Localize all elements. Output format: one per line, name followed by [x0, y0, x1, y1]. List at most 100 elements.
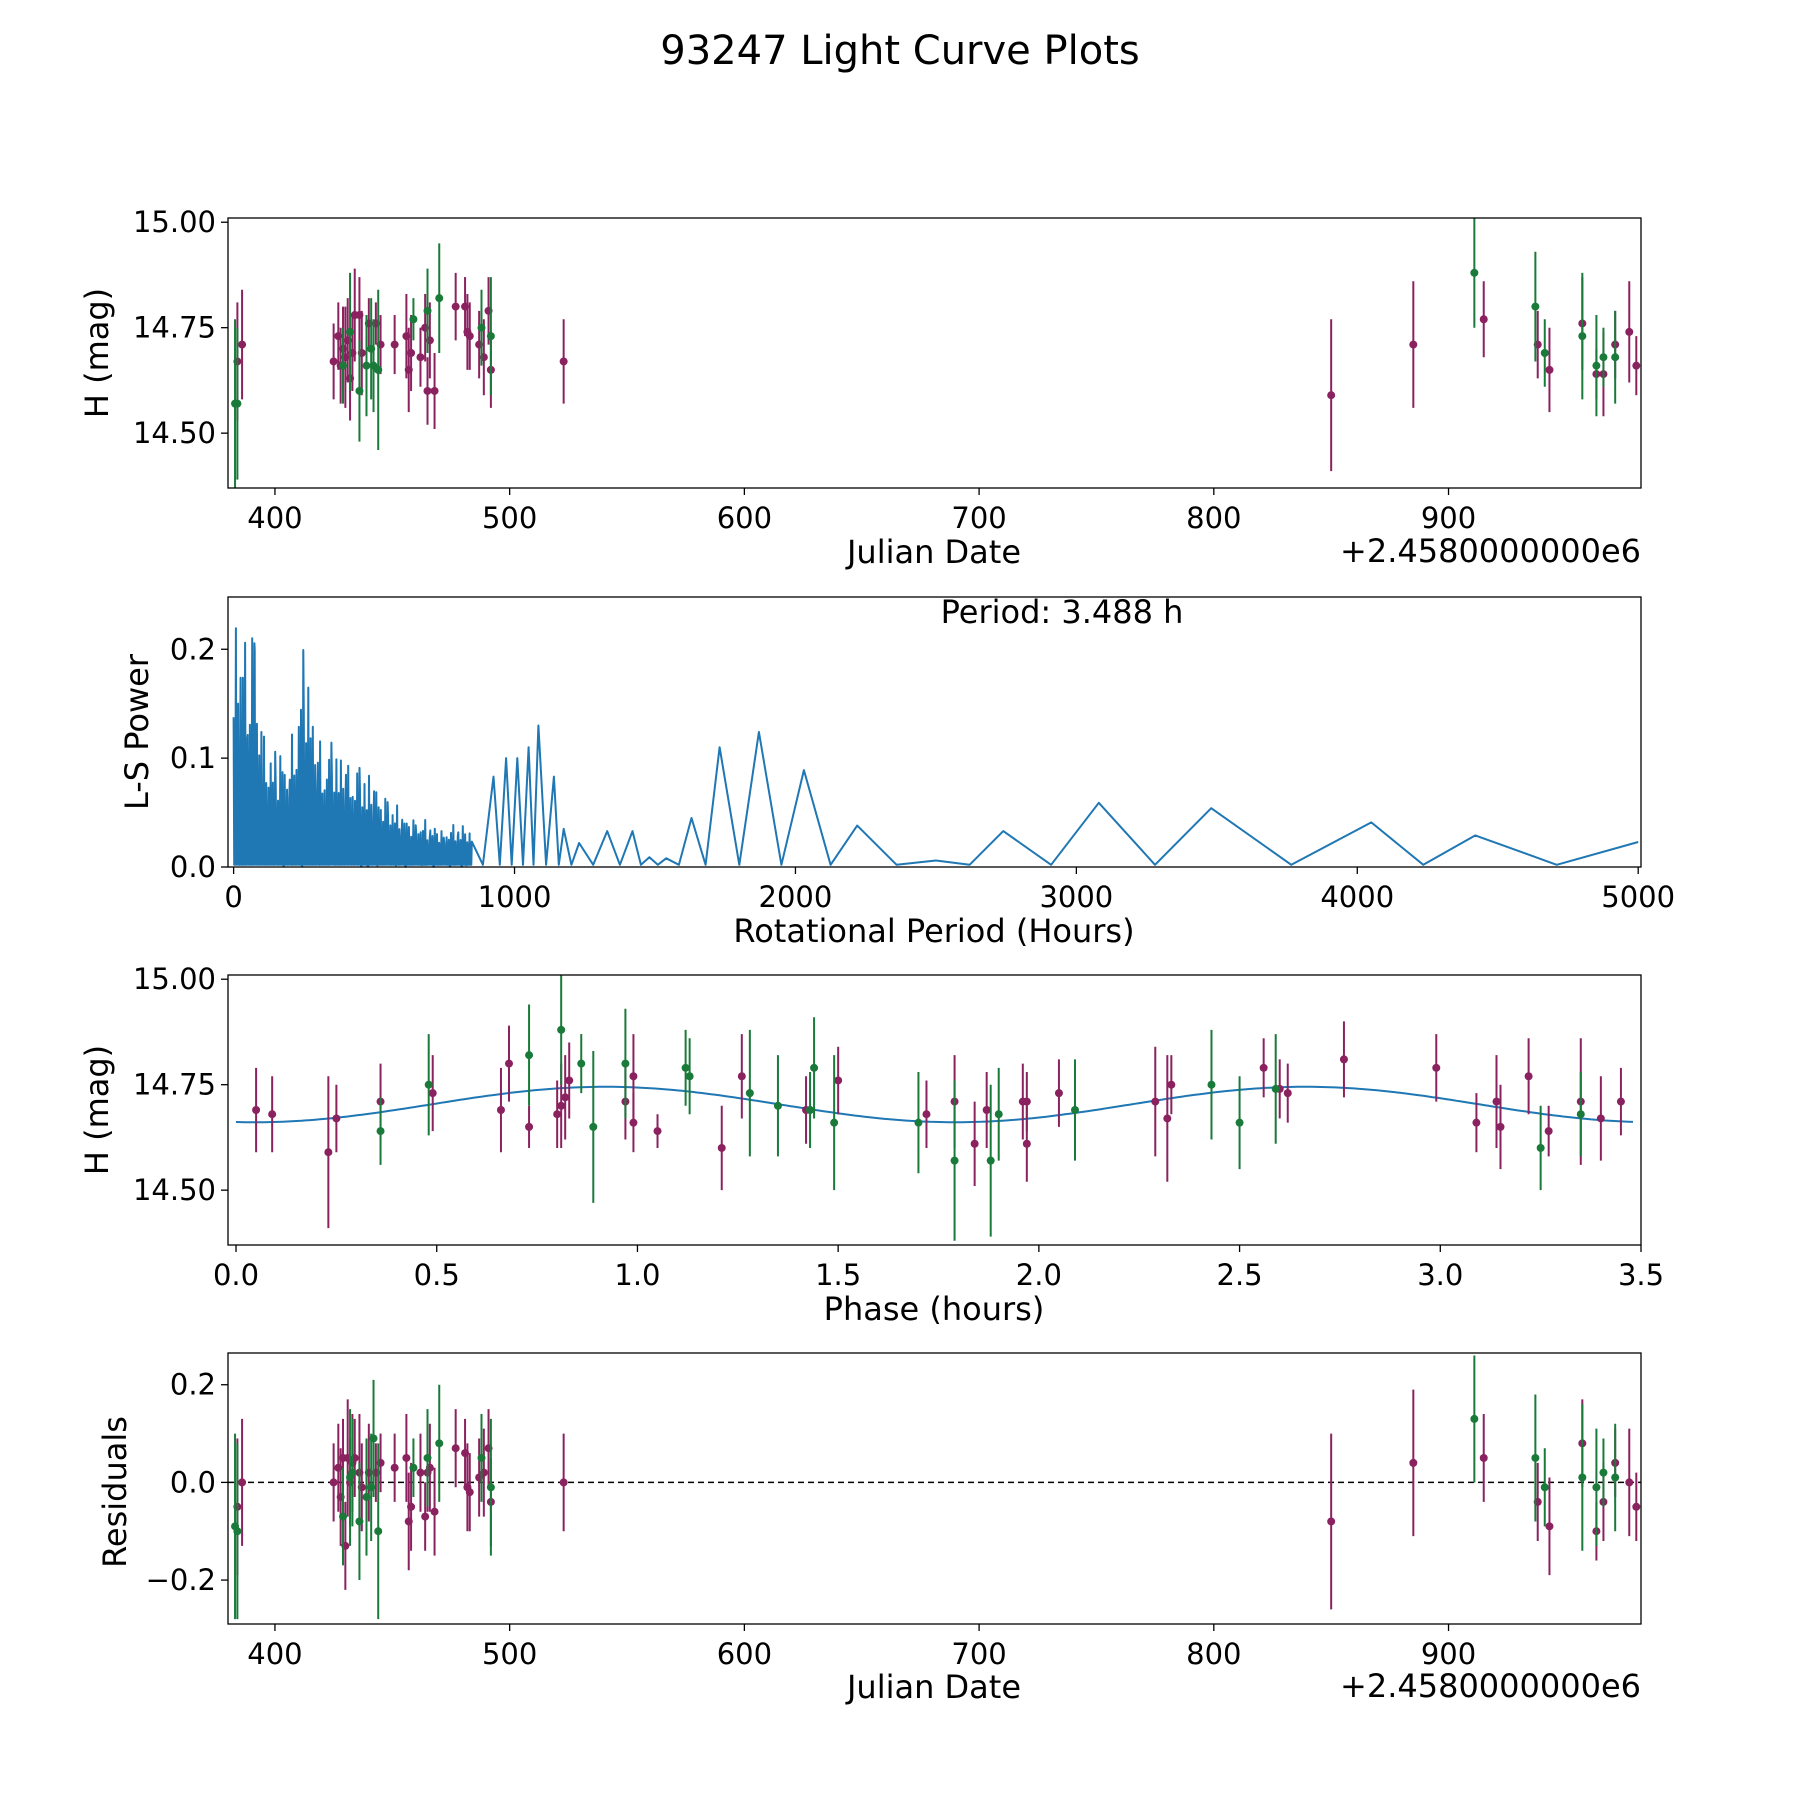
- data-point: [451, 302, 460, 311]
- data-point: [1409, 1458, 1418, 1467]
- panel-lightcurve: 400 500 600 700 800 900 14.50 14.75 15.00 Julian…: [78, 205, 1642, 571]
- data-point: [428, 1089, 437, 1098]
- data-point: [1616, 1097, 1625, 1106]
- phased-marks: [235, 975, 1634, 1241]
- y-tick-label: 0.2: [170, 632, 216, 666]
- phased-frame: [227, 974, 1642, 1246]
- data-point: [1545, 365, 1554, 374]
- x-tick-label: 1.5: [815, 1258, 861, 1292]
- x-tick-label: 700: [951, 501, 1006, 535]
- data-point: [421, 1512, 430, 1521]
- lightcurve-xlabel: Julian Date: [845, 533, 1021, 571]
- data-point: [1470, 268, 1479, 277]
- data-point: [407, 349, 416, 357]
- periodogram-axes: 0 1000 2000 3000 4000 5000 0.0 0.1 0.2: [170, 632, 1675, 914]
- data-point: [1163, 1114, 1172, 1123]
- y-tick-label: 0.2: [170, 1368, 216, 1402]
- data-point: [1611, 1473, 1620, 1482]
- x-tick-label: 2.0: [1016, 1258, 1062, 1292]
- x-tick-label: 2000: [759, 880, 833, 914]
- data-point: [1578, 332, 1587, 341]
- periodogram-xlabel: Rotational Period (Hours): [733, 912, 1134, 950]
- data-point: [1599, 1468, 1608, 1477]
- x-tick-label: 4000: [1320, 880, 1394, 914]
- data-point: [621, 1059, 630, 1068]
- data-point: [810, 1063, 819, 1072]
- data-point: [486, 1483, 495, 1492]
- data-point: [407, 1502, 416, 1511]
- data-point: [465, 1488, 474, 1497]
- data-point: [559, 357, 568, 366]
- data-point: [1479, 1453, 1488, 1462]
- residuals-xlabel: Julian Date: [845, 1668, 1021, 1706]
- data-point: [1409, 340, 1418, 349]
- data-point: [355, 386, 364, 395]
- data-point: [559, 1478, 568, 1487]
- data-point: [416, 1468, 425, 1477]
- x-tick-label: 400: [247, 501, 302, 535]
- data-point: [362, 361, 371, 370]
- residuals-offset-label: +2.4580000000e6: [1340, 1667, 1641, 1705]
- fit-curve: [235, 1085, 1634, 1124]
- residuals-marks: [228, 1355, 1641, 1620]
- data-point: [1283, 1089, 1292, 1098]
- data-point: [423, 306, 432, 315]
- data-point: [369, 1434, 378, 1443]
- residuals-ylabel: Residuals: [96, 1416, 134, 1568]
- y-tick-label: 0.0: [170, 1465, 216, 1499]
- residuals-frame: [227, 1352, 1642, 1625]
- data-point: [685, 1072, 694, 1081]
- data-point: [565, 1076, 574, 1085]
- data-point: [1625, 1478, 1634, 1487]
- lightcurve-offset-label: +2.4580000000e6: [1340, 532, 1641, 570]
- data-point: [465, 332, 474, 341]
- data-point: [348, 1468, 357, 1477]
- data-point: [504, 1059, 513, 1068]
- x-tick-label: 700: [951, 1637, 1006, 1671]
- x-tick-label: 0: [224, 880, 242, 914]
- y-tick-label: 14.75: [133, 1068, 216, 1102]
- x-tick-label: 3.0: [1417, 1258, 1463, 1292]
- x-tick-label: 0.0: [213, 1258, 259, 1292]
- residuals-axes: 400 500 600 700 800 900 −0.2 0.0 0.2: [146, 1368, 1477, 1671]
- data-point: [1531, 1453, 1540, 1462]
- x-tick-label: 0.5: [414, 1258, 460, 1292]
- data-point: [1596, 1114, 1605, 1123]
- panel-periodogram: 0 1000 2000 3000 4000 5000 0.0 0.1 0.2 Period: 3…: [118, 593, 1675, 950]
- data-point: [324, 1148, 333, 1157]
- data-point: [1524, 1072, 1533, 1081]
- data-point: [1496, 1122, 1505, 1131]
- data-point: [1479, 315, 1488, 324]
- periodogram-frame: [227, 596, 1642, 868]
- data-point: [1470, 1414, 1479, 1423]
- data-point: [423, 1453, 432, 1462]
- x-tick-label: 800: [1186, 1637, 1241, 1671]
- data-point: [681, 1063, 690, 1072]
- data-point: [834, 1076, 843, 1085]
- data-point: [339, 361, 348, 370]
- data-point: [1259, 1063, 1268, 1072]
- data-point: [1339, 1055, 1348, 1064]
- periodogram-marks: [232, 627, 1639, 868]
- data-point: [577, 1059, 586, 1068]
- y-tick-label: 15.00: [133, 962, 216, 996]
- data-point: [416, 353, 425, 362]
- data-point: [233, 1527, 242, 1536]
- data-point: [1531, 302, 1540, 311]
- data-point: [402, 1453, 411, 1462]
- data-point: [525, 1122, 534, 1131]
- y-tick-label: −0.2: [146, 1563, 216, 1597]
- data-point: [982, 1106, 991, 1114]
- lightcurve-axes: 400 500 600 700 800 900 14.50 14.75 15.00: [133, 205, 1476, 535]
- data-point: [355, 1517, 364, 1526]
- data-point: [423, 386, 432, 395]
- x-tick-label: 3.5: [1618, 1258, 1664, 1292]
- data-point: [553, 1110, 562, 1119]
- lightcurve-frame: [227, 217, 1642, 489]
- data-point: [1207, 1080, 1216, 1089]
- data-point: [252, 1106, 261, 1114]
- data-point: [1327, 1517, 1336, 1526]
- x-tick-label: 5000: [1601, 880, 1675, 914]
- panel-phased: 0.0 0.5 1.0 1.5 2.0 2.5 3.0 3.514.5014.7515.00 …: [78, 962, 1664, 1328]
- data-point: [745, 1089, 754, 1098]
